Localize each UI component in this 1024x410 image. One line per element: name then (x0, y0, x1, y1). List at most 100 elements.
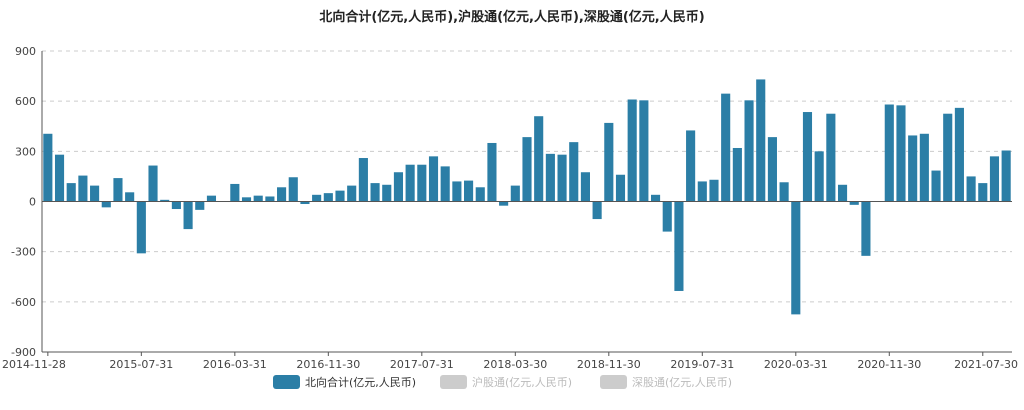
legend-label[interactable]: 北向合计(亿元,人民币) (305, 375, 416, 389)
legend-swatch[interactable] (440, 375, 467, 389)
bar[interactable] (697, 181, 707, 202)
y-tick-label: 900 (15, 45, 36, 58)
bar[interactable] (253, 195, 263, 202)
bar[interactable] (265, 196, 275, 202)
bar[interactable] (370, 183, 380, 202)
x-tick-label: 2020-03-31 (764, 358, 828, 371)
bar[interactable] (487, 142, 497, 202)
x-tick-label: 2018-03-30 (483, 358, 547, 371)
bar[interactable] (802, 112, 813, 202)
bar[interactable] (323, 193, 333, 202)
legend-swatch[interactable] (273, 375, 300, 389)
bar[interactable] (358, 158, 368, 202)
x-tick-label: 2018-11-30 (577, 358, 641, 371)
legend-label[interactable]: 沪股通(亿元,人民币) (472, 375, 572, 389)
bar[interactable] (931, 170, 941, 202)
bar[interactable] (650, 194, 661, 202)
bar[interactable] (78, 175, 88, 202)
x-tick-label: 2016-03-31 (203, 358, 267, 371)
bar[interactable] (779, 182, 789, 202)
bar[interactable] (908, 135, 918, 202)
bar[interactable] (417, 164, 427, 202)
bar[interactable] (814, 151, 824, 202)
bar[interactable] (732, 147, 742, 202)
legend-swatch[interactable] (600, 375, 627, 389)
bar[interactable] (1001, 150, 1011, 202)
bar[interactable] (148, 165, 158, 202)
bar[interactable] (43, 133, 53, 202)
bar[interactable] (744, 100, 754, 202)
bar[interactable] (884, 104, 894, 202)
bar[interactable] (277, 187, 287, 202)
bar[interactable] (382, 184, 392, 202)
bar[interactable] (195, 201, 205, 210)
bar[interactable] (756, 79, 766, 202)
x-tick-label: 2019-07-31 (670, 358, 734, 371)
bar[interactable] (241, 197, 252, 202)
bar[interactable] (662, 201, 672, 232)
bar[interactable] (826, 113, 836, 202)
bar[interactable] (452, 181, 462, 202)
bar[interactable] (475, 187, 485, 202)
bar[interactable] (966, 176, 976, 202)
bar[interactable] (767, 137, 777, 202)
bar[interactable] (978, 183, 988, 202)
bar[interactable] (125, 192, 135, 202)
bar[interactable] (580, 172, 590, 202)
bar[interactable] (428, 156, 439, 202)
bar[interactable] (569, 142, 579, 202)
bar[interactable] (510, 185, 520, 202)
bar[interactable] (534, 116, 544, 202)
bars (43, 79, 1011, 315)
bar[interactable] (66, 183, 76, 202)
bar[interactable] (312, 194, 322, 202)
bar[interactable] (709, 179, 719, 202)
bar[interactable] (627, 99, 637, 202)
bar[interactable] (919, 133, 929, 202)
bar[interactable] (604, 122, 614, 202)
bar[interactable] (557, 154, 567, 202)
bar[interactable] (837, 184, 848, 202)
bar[interactable] (335, 190, 345, 202)
bar[interactable] (943, 113, 953, 202)
bar[interactable] (989, 156, 1000, 202)
bar[interactable] (183, 201, 193, 230)
bar[interactable] (615, 174, 626, 202)
bar[interactable] (499, 201, 509, 206)
bar[interactable] (440, 166, 450, 202)
bar[interactable] (54, 154, 65, 202)
bar[interactable] (206, 195, 217, 202)
x-tick-label: 2017-07-31 (390, 358, 454, 371)
bar[interactable] (101, 201, 111, 208)
bar[interactable] (861, 201, 871, 256)
x-tick-label: 2016-11-30 (296, 358, 360, 371)
bar[interactable] (113, 178, 123, 202)
bar[interactable] (522, 137, 532, 202)
bar[interactable] (393, 172, 404, 202)
bar[interactable] (160, 199, 170, 202)
bar[interactable] (686, 130, 696, 202)
y-tick-label: 0 (29, 196, 36, 209)
bar[interactable] (545, 153, 555, 202)
bar[interactable] (954, 107, 964, 202)
y-tick-label: -900 (11, 346, 36, 359)
bar[interactable] (791, 201, 801, 315)
bar[interactable] (136, 201, 146, 254)
bar[interactable] (230, 183, 240, 202)
bar[interactable] (405, 164, 415, 202)
bar[interactable] (592, 201, 602, 220)
bar[interactable] (288, 177, 298, 202)
bar[interactable] (674, 201, 684, 291)
bar[interactable] (721, 93, 731, 202)
bar[interactable] (347, 185, 357, 202)
bar[interactable] (464, 180, 474, 202)
x-tick-label: 2014-11-28 (2, 358, 66, 371)
bar[interactable] (896, 105, 906, 202)
bar[interactable] (171, 201, 181, 210)
legend-label[interactable]: 深股通(亿元,人民币) (632, 376, 732, 389)
bar[interactable] (300, 201, 310, 205)
bar[interactable] (90, 185, 100, 202)
bar[interactable] (639, 100, 649, 202)
bar[interactable] (849, 201, 859, 205)
